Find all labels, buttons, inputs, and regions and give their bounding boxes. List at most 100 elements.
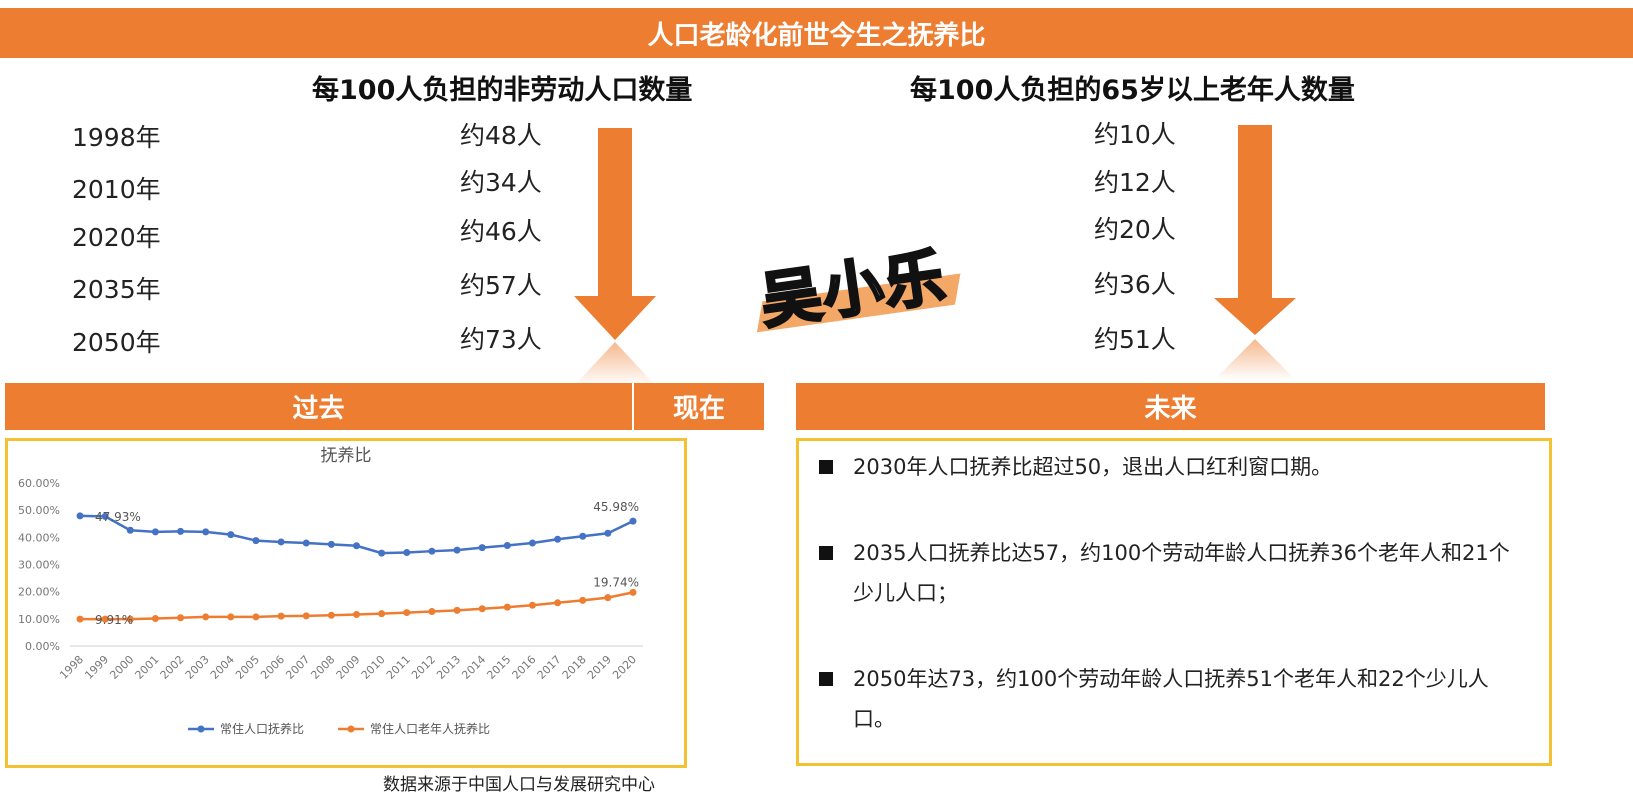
future-point-text: 2030年人口抚养比超过50，退出人口红利窗口期。 [853,455,1333,479]
y-tick-label: 0.00% [25,640,60,653]
data-point [604,594,612,602]
data-point [151,615,159,623]
y-tick-label: 60.00% [18,477,60,490]
future-point-text: 2050年达73，约100个劳动年龄人口抚养51个老年人和22个少儿人口。 [853,667,1489,731]
data-point [353,610,360,618]
year-label: 2035年 [72,275,161,304]
data-point [604,529,612,537]
data-point [428,547,436,555]
x-tick-label: 2002 [158,653,187,682]
dependency-ratio-chart: 抚养比 0.00% 10.00% 20.00% 30.00% 40.00% 50.00% 60… [18,446,643,736]
data-label: 47.93% [95,510,141,524]
future-point-text: 2035人口抚养比达57，约100个劳动年龄人口抚养36个老年人和21个少儿人口… [853,541,1510,605]
left-value: 约34人 [460,168,542,197]
x-tick-label: 2014 [459,653,488,682]
right-value: 约51人 [1094,325,1176,354]
bullet-square-icon [819,672,833,686]
future-panel: 2030年人口抚养比超过50，退出人口红利窗口期。 2035人口抚养比达57，约… [796,438,1552,766]
left-heading: 每100人负担的非劳动人口数量 [312,75,693,106]
year-label: 2020年 [72,223,161,252]
data-point [528,539,536,547]
data-point [579,596,587,604]
x-tick-label: 1999 [82,653,111,682]
data-point [579,532,587,540]
data-point [151,528,159,536]
band-future: 未来 [796,383,1545,430]
future-point: 2030年人口抚养比超过50，退出人口红利窗口期。 [819,447,1529,487]
data-label: 45.98% [593,500,639,514]
x-tick-label: 2016 [510,653,539,682]
data-point [327,540,335,548]
watermark-text: 吴小乐 [755,240,952,338]
data-point [629,588,637,596]
data-point [126,526,134,534]
left-value: 约73人 [460,325,542,354]
source-note: 数据来源于中国人口与发展研究中心 [383,775,655,795]
future-point: 2035人口抚养比达57，约100个劳动年龄人口抚养36个老年人和21个少儿人口… [819,533,1529,613]
band-past: 过去 [5,383,632,430]
data-point [503,541,511,549]
right-value: 约20人 [1094,215,1176,244]
future-point: 2050年达73，约100个劳动年龄人口抚养51个老年人和22个少儿人口。 [819,659,1529,739]
data-label: 9.91% [95,613,133,627]
year-label: 2050年 [72,328,161,357]
x-tick-label: 2006 [258,653,287,682]
x-tick-label: 2000 [107,653,136,682]
legend-label: 常住人口抚养比 [220,721,304,736]
data-point [327,611,335,619]
x-tick-label: 2005 [233,653,262,682]
down-arrow-icon [1214,125,1296,380]
right-value: 约36人 [1094,270,1176,299]
data-label: 19.74% [593,575,639,589]
data-point [101,512,109,520]
y-tick-label: 30.00% [18,559,60,572]
watermark-logo: 吴小乐 [747,226,967,342]
x-tick-label: 2009 [334,653,363,682]
data-point [503,603,511,611]
data-point [554,535,562,543]
data-point [76,615,84,623]
right-value: 约12人 [1094,168,1176,197]
data-point [428,607,436,615]
data-point [202,613,210,621]
right-heading: 每100人负担的65岁以上老年人数量 [910,75,1355,106]
data-point [202,528,210,536]
data-point [101,615,109,623]
right-value: 约10人 [1094,120,1176,149]
year-label: 1998年 [72,123,161,152]
x-tick-label: 2007 [283,653,312,682]
legend-marker [197,725,205,733]
x-tick-label: 1998 [57,653,86,682]
data-point [554,599,562,607]
data-point [76,512,84,520]
data-point [302,612,310,620]
down-arrow-icon [574,128,656,383]
data-point [453,546,461,554]
y-tick-label: 50.00% [18,504,60,517]
x-tick-label: 2015 [484,653,513,682]
left-value: 约48人 [460,121,542,150]
data-point [227,531,235,539]
data-point [378,549,386,557]
x-tick-label: 2017 [535,653,564,682]
y-tick-label: 20.00% [18,586,60,599]
data-point [629,517,637,525]
data-point [478,605,486,613]
x-tick-label: 2010 [359,653,388,682]
data-point [453,606,461,614]
x-tick-label: 2001 [133,653,162,682]
bullet-square-icon [819,546,833,560]
x-tick-label: 2019 [585,653,614,682]
legend-label: 常住人口老年人抚养比 [370,721,490,736]
left-value: 约46人 [460,217,542,246]
x-tick-label: 2003 [183,653,212,682]
x-tick-label: 2018 [560,653,589,682]
y-tick-label: 10.00% [18,613,60,626]
left-value: 约57人 [460,271,542,300]
chart-panel: 抚养比 0.00% 10.00% 20.00% 30.00% 40.00% 50.00% 60… [5,438,687,768]
data-point [277,538,285,546]
data-point [177,527,185,535]
x-tick-label: 2004 [208,653,237,682]
data-point [528,601,536,609]
data-point [277,612,285,620]
